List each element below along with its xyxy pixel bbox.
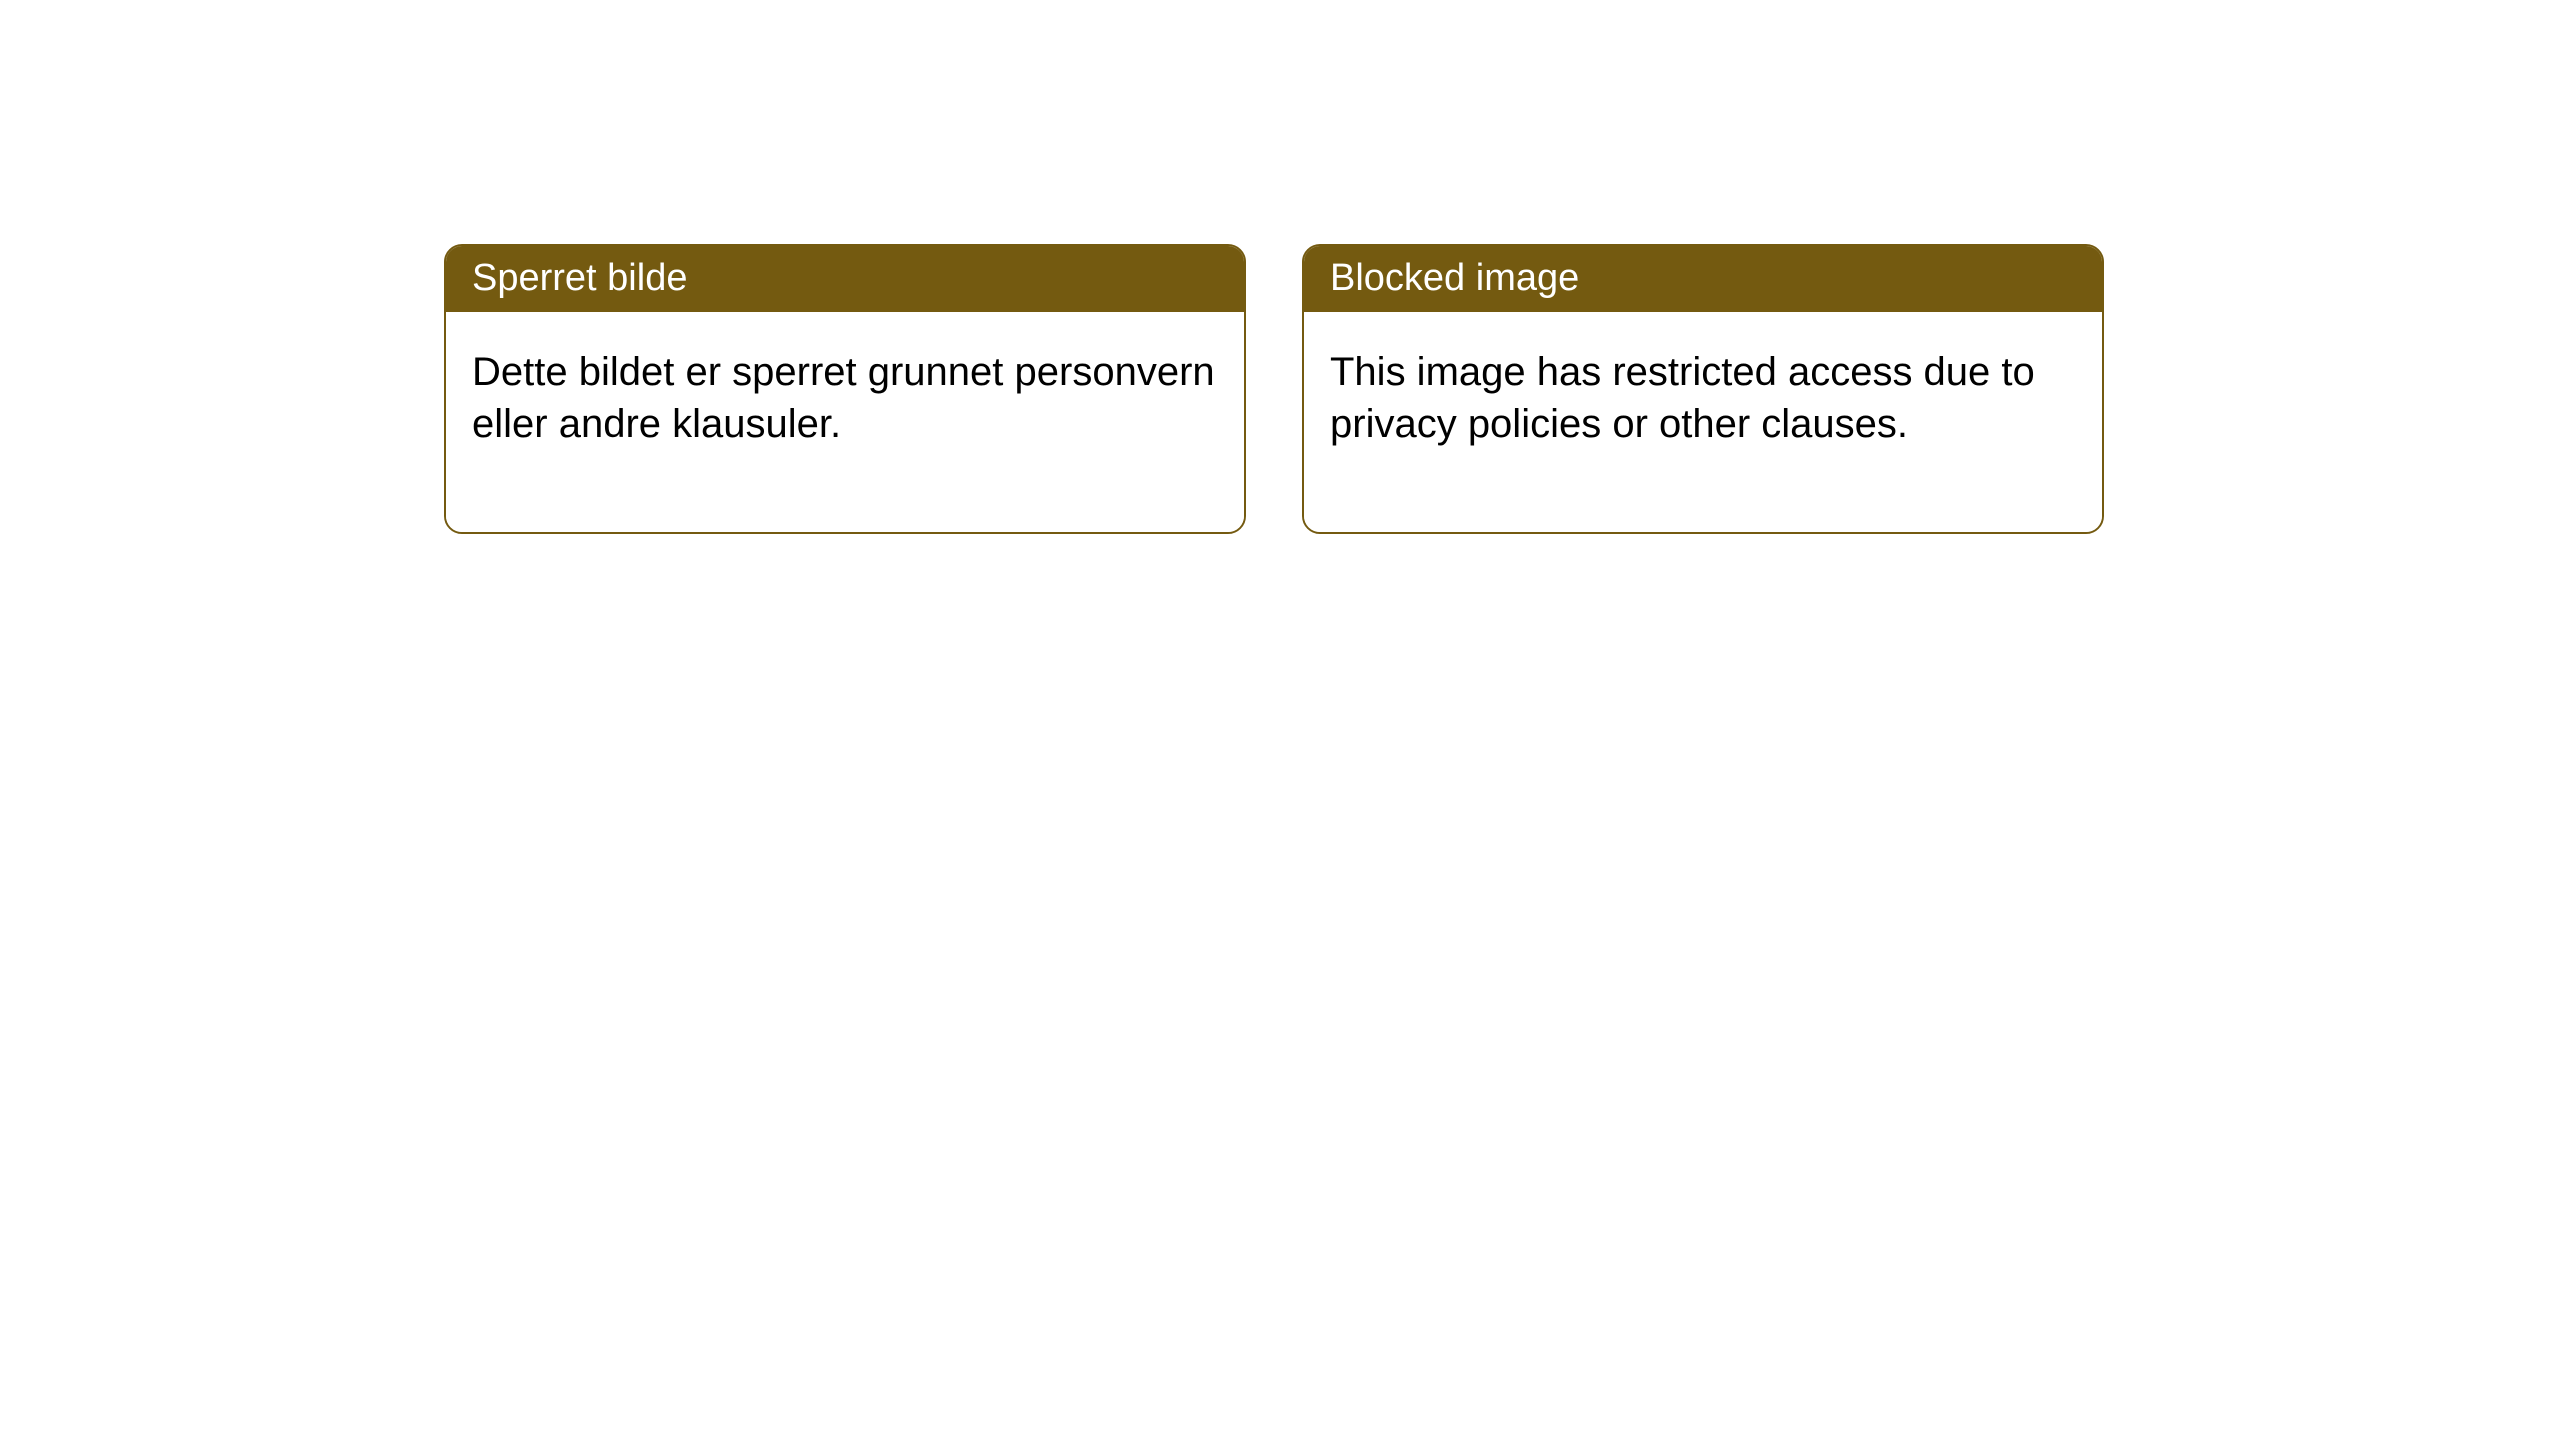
notice-card-english: Blocked image This image has restricted … bbox=[1302, 244, 2104, 534]
card-header: Sperret bilde bbox=[446, 246, 1244, 312]
notice-card-norwegian: Sperret bilde Dette bildet er sperret gr… bbox=[444, 244, 1246, 534]
card-header: Blocked image bbox=[1304, 246, 2102, 312]
card-body-text: Dette bildet er sperret grunnet personve… bbox=[472, 346, 1218, 450]
card-body: This image has restricted access due to … bbox=[1304, 312, 2102, 532]
card-body-text: This image has restricted access due to … bbox=[1330, 346, 2076, 450]
notice-cards-container: Sperret bilde Dette bildet er sperret gr… bbox=[444, 244, 2104, 534]
card-header-text: Blocked image bbox=[1330, 257, 1579, 299]
card-body: Dette bildet er sperret grunnet personve… bbox=[446, 312, 1244, 532]
card-header-text: Sperret bilde bbox=[472, 257, 687, 299]
